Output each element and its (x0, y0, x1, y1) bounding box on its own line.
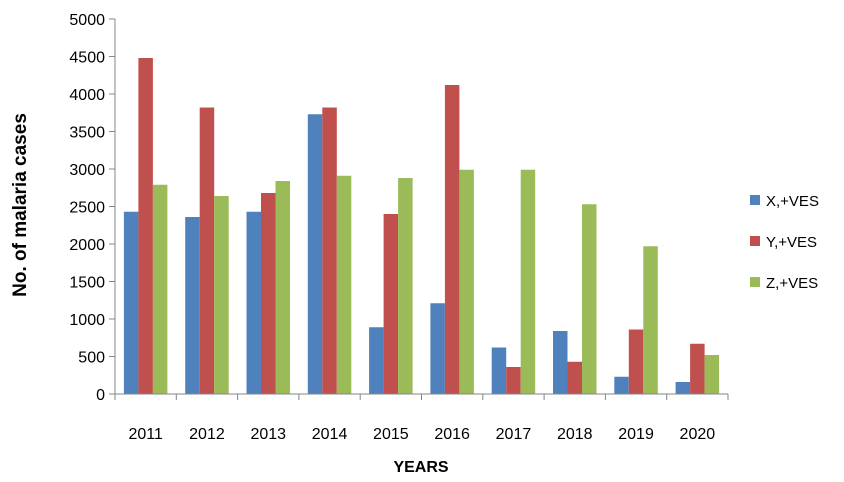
bar-y-2018 (567, 361, 582, 394)
bar-z-2013 (275, 181, 290, 394)
x-axis-title: YEARS (393, 459, 448, 476)
x-tick-label: 2018 (557, 426, 593, 443)
x-tick-label: 2019 (618, 426, 654, 443)
x-tick-label: 2014 (312, 426, 348, 443)
bar-y-2013 (261, 193, 276, 394)
bar-z-2018 (582, 204, 597, 394)
bar-y-2011 (138, 58, 153, 394)
bar-x-2018 (553, 331, 568, 394)
x-tick-label: 2016 (434, 426, 470, 443)
y-axis-ticks: 0 500 1000 1500 2000 2500 3000 3500 4000 4500 5000 (69, 12, 115, 404)
y-tick-label: 0 (96, 387, 105, 404)
bar-y-2014 (322, 107, 337, 394)
y-tick-label: 5000 (69, 12, 105, 29)
y-tick-label: 500 (78, 350, 105, 367)
bar-z-2016 (459, 169, 474, 394)
bar-z-2017 (520, 169, 536, 394)
bar-z-2011 (152, 184, 168, 394)
bar-x-2017 (491, 347, 507, 394)
bar-x-2020 (675, 382, 691, 394)
bar-x-2013 (246, 211, 261, 394)
bar-x-2016 (430, 303, 445, 394)
y-tick-label: 3500 (69, 125, 105, 142)
bar-y-2017 (506, 367, 521, 394)
legend-label: X,+VES (766, 193, 819, 210)
x-tick-label: 2015 (373, 426, 409, 443)
y-tick-label: 4000 (69, 87, 105, 104)
bar-z-2020 (704, 355, 720, 394)
bars (123, 58, 720, 394)
x-tick-label: 2011 (128, 426, 163, 443)
bar-y-2020 (690, 343, 705, 394)
bar-z-2012 (214, 196, 229, 394)
legend: X,+VES Y,+VES Z,+VES (750, 193, 819, 292)
x-axis-ticks: 2011 2012 2013 2014 2015 2016 2017 2018 2019 2020 (114, 394, 729, 443)
bar-x-2015 (369, 327, 384, 394)
legend-swatch (750, 195, 760, 205)
x-tick-label: 2012 (189, 426, 225, 443)
legend-swatch (750, 236, 760, 246)
y-tick-label: 2500 (69, 200, 105, 217)
y-tick-label: 3000 (69, 162, 105, 179)
x-tick-label: 2017 (496, 426, 532, 443)
legend-label: Y,+VES (766, 234, 817, 251)
x-tick-label: 2020 (680, 426, 716, 443)
x-tick-label: 2013 (250, 426, 286, 443)
y-tick-label: 1500 (69, 275, 105, 292)
legend-label: Z,+VES (766, 275, 818, 292)
bar-x-2011 (123, 211, 139, 394)
y-tick-label: 4500 (69, 50, 105, 67)
bar-x-2019 (614, 376, 629, 394)
y-tick-label: 2000 (69, 237, 105, 254)
y-axis-title: No. of malaria cases (10, 113, 31, 297)
bar-y-2019 (628, 329, 644, 394)
bar-x-2014 (307, 114, 323, 394)
bar-y-2015 (383, 214, 399, 394)
bar-y-2016 (444, 85, 460, 394)
bar-y-2012 (199, 107, 215, 394)
bar-z-2015 (398, 178, 413, 394)
bar-z-2019 (643, 246, 658, 394)
bar-x-2012 (185, 217, 200, 394)
legend-swatch (750, 277, 760, 287)
y-tick-label: 1000 (69, 312, 105, 329)
bar-z-2014 (336, 175, 352, 394)
